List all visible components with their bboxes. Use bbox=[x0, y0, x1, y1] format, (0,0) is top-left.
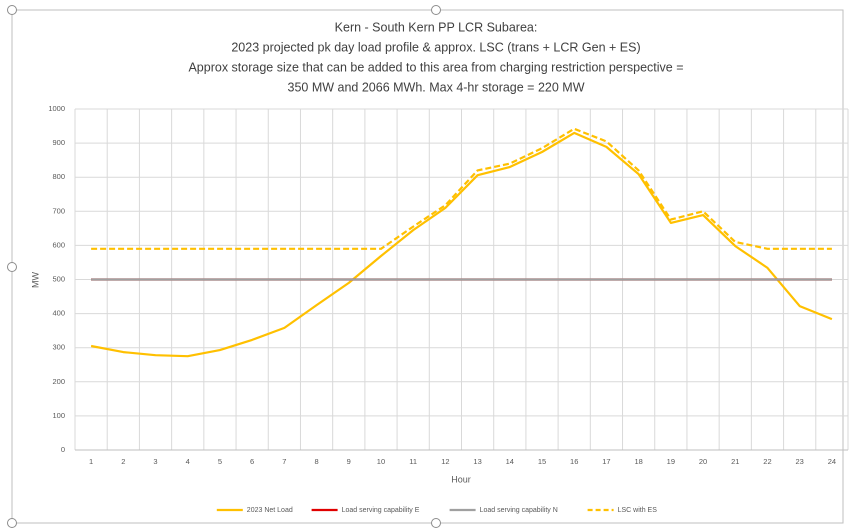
y-tick-label: 600 bbox=[52, 240, 65, 249]
x-tick-label: 19 bbox=[667, 457, 675, 466]
chart-title: 2023 projected pk day load profile & app… bbox=[231, 40, 640, 54]
x-tick-label: 9 bbox=[347, 457, 351, 466]
y-tick-label: 400 bbox=[52, 309, 65, 318]
y-tick-label: 700 bbox=[52, 206, 65, 215]
chart-frame bbox=[11, 9, 844, 524]
x-tick-label: 5 bbox=[218, 457, 222, 466]
x-tick-label: 6 bbox=[250, 457, 254, 466]
x-tick-label: 3 bbox=[153, 457, 157, 466]
x-tick-label: 22 bbox=[763, 457, 771, 466]
handle bbox=[7, 5, 17, 15]
x-tick-label: 8 bbox=[314, 457, 318, 466]
x-tick-label: 7 bbox=[282, 457, 286, 466]
x-tick-label: 18 bbox=[634, 457, 642, 466]
y-tick-label: 0 bbox=[61, 445, 65, 454]
chart-title: Kern - South Kern PP LCR Subarea: bbox=[335, 20, 538, 34]
y-tick-label: 100 bbox=[52, 411, 65, 420]
y-tick-label: 500 bbox=[52, 274, 65, 283]
x-tick-label: 23 bbox=[796, 457, 804, 466]
x-axis-title: Hour bbox=[451, 474, 471, 484]
chart-title: 350 MW and 2066 MWh. Max 4-hr storage = … bbox=[288, 80, 585, 94]
legend-label: Load serving capability N bbox=[480, 507, 558, 514]
x-tick-label: 2 bbox=[121, 457, 125, 466]
series-line bbox=[90, 131, 833, 358]
handle bbox=[431, 5, 441, 15]
selection-handles bbox=[7, 5, 441, 528]
legend-label: LSC with ES bbox=[618, 507, 658, 514]
handle bbox=[7, 262, 17, 272]
x-tick-label: 16 bbox=[570, 457, 578, 466]
y-tick-label: 200 bbox=[52, 377, 65, 386]
x-tick-label: 20 bbox=[699, 457, 707, 466]
x-tick-label: 14 bbox=[506, 457, 514, 466]
chart-title: Approx storage size that can be added to… bbox=[188, 60, 683, 74]
x-tick-label: 12 bbox=[441, 457, 449, 466]
y-axis-title: MW bbox=[30, 272, 40, 288]
x-tick-label: 11 bbox=[409, 457, 417, 466]
handle bbox=[7, 518, 17, 528]
legend-label: Load serving capability E bbox=[342, 507, 420, 514]
y-tick-label: 1000 bbox=[48, 104, 65, 113]
x-tick-label: 4 bbox=[186, 457, 190, 466]
x-tick-label: 1 bbox=[89, 457, 93, 466]
y-tick-label: 900 bbox=[52, 138, 65, 147]
x-tick-label: 21 bbox=[731, 457, 739, 466]
y-tick-label: 300 bbox=[52, 343, 65, 352]
x-tick-label: 17 bbox=[602, 457, 610, 466]
x-tick-label: 10 bbox=[377, 457, 385, 466]
y-tick-label: 800 bbox=[52, 172, 65, 181]
legend-label: 2023 Net Load bbox=[247, 507, 293, 514]
x-tick-label: 15 bbox=[538, 457, 546, 466]
x-tick-label: 13 bbox=[473, 457, 481, 466]
series-line bbox=[91, 127, 832, 250]
handle bbox=[431, 518, 441, 528]
x-tick-label: 24 bbox=[828, 457, 836, 466]
